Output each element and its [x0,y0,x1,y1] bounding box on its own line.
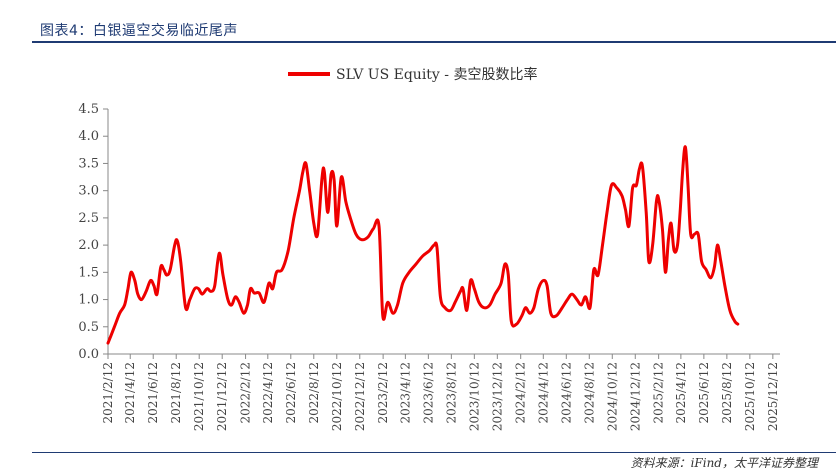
y-axis: 0.0 0.5 1.0 1.5 2.0 2.5 3.0 3.5 4.0 4.5 [78,102,109,362]
x-tick-label: 2021/2/12 [101,362,115,424]
x-tick-label: 2025/6/12 [697,362,711,424]
x-tick-label: 2023/8/12 [444,362,458,424]
x-tick-label: 2022/2/12 [239,362,253,424]
series-layer [106,145,740,345]
x-tick-label: 2023/4/12 [398,362,412,424]
x-axis: 2021/2/12 2021/4/12 2021/6/12 2021/8/12 2021… [101,353,780,431]
y-tick-label: 0.0 [78,347,99,362]
x-tick-label: 2022/4/12 [261,362,275,424]
x-tick-label: 2025/2/12 [652,362,666,424]
legend-label: SLV US Equity - 卖空股数比率 [336,66,537,83]
x-tick-label: 2021/4/12 [123,362,137,424]
x-tick-label: 2021/12/12 [215,362,229,431]
source-note: 资料来源：iFind，太平洋证券整理 [630,456,818,470]
x-tick-label: 2025/10/12 [743,362,757,431]
footer-rule [32,452,836,453]
x-tick-label: 2022/6/12 [284,362,298,424]
x-tick-label: 2022/8/12 [307,362,321,424]
y-tick-label: 3.5 [78,156,99,171]
y-tick-label: 2.5 [78,211,99,226]
x-tick-label: 2024/6/12 [559,362,573,424]
y-tick-label: 2.0 [78,238,99,253]
y-tick-label: 1.0 [78,293,99,308]
chart-legend: SLV US Equity - 卖空股数比率 [288,66,537,83]
y-tick-label: 3.0 [78,184,99,199]
x-tick-label: 2024/2/12 [514,362,528,424]
x-tick-label: 2021/10/12 [192,362,206,431]
x-tick-label: 2025/4/12 [674,362,688,424]
figure-caption: 图表4：白银逼空交易临近尾声 [40,23,238,39]
x-tick-label: 2022/12/12 [353,362,367,431]
y-tick-label: 0.5 [78,320,99,335]
x-tick-label: 2024/8/12 [582,362,596,424]
x-tick-label: 2025/12/12 [766,362,780,431]
header-rule [32,41,836,43]
x-tick-label: 2024/12/12 [628,362,642,431]
x-tick-label: 2024/10/12 [605,362,619,431]
x-tick-label: 2021/8/12 [169,362,183,424]
x-tick-label: 2022/10/12 [330,362,344,431]
y-tick-label: 1.5 [78,265,99,280]
x-tick-label: 2023/12/12 [490,362,504,431]
page-header: 图表4：白银逼空交易临近尾声 [0,0,836,43]
x-tick-label: 2025/8/12 [720,362,734,424]
x-tick-label: 2024/4/12 [536,362,550,424]
x-tick-label: 2023/6/12 [421,362,435,424]
series-line-slv-short-ratio [106,145,740,345]
x-tick-label: 2023/2/12 [376,362,390,424]
y-tick-label: 4.0 [78,129,99,144]
y-tick-label: 4.5 [78,102,99,117]
x-tick-label: 2023/10/12 [467,362,481,431]
x-tick-label: 2021/6/12 [146,362,160,424]
